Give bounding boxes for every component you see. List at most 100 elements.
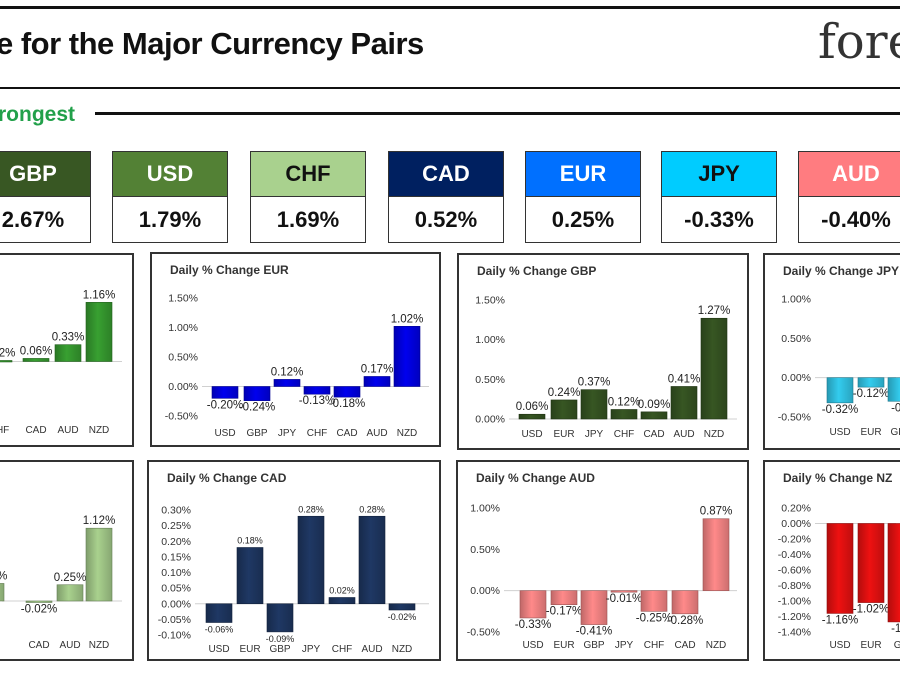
y-tick-label: -0.10%: [158, 630, 191, 642]
bar-cad: [25, 600, 53, 603]
bar-chf: [328, 597, 356, 605]
y-tick-label: -0.50%: [467, 627, 500, 639]
category-label: CAD: [674, 640, 695, 651]
bar-nzd: [700, 317, 728, 420]
bar-gbp: [266, 603, 294, 633]
data-label: -0.28%: [667, 615, 703, 627]
category-label: USD: [214, 428, 235, 439]
data-label: 0.18%: [237, 536, 263, 546]
data-label: 1.16%: [83, 289, 116, 301]
category-label: GBP: [890, 427, 900, 438]
category-label: AUD: [366, 428, 387, 439]
chart-plot: 1.50% 1.00% 0.50% 0.00% 0.06% USD 0.24% EUR 0.37…: [475, 295, 737, 440]
y-tick-label: 0.25%: [161, 520, 191, 532]
top-rule: [0, 6, 900, 9]
chart-panel-1: 0.02% CHF 0.06% CAD 0.33% AUD 1.16% NZD: [0, 253, 134, 447]
chart-title: Daily % Change CAD: [167, 471, 287, 485]
rank-currency: GBP: [0, 152, 90, 196]
strongest-label: rongest: [0, 103, 76, 126]
bar-aud: [56, 584, 84, 602]
data-label: -0.25%: [636, 612, 672, 624]
category-label: GBP: [269, 644, 290, 655]
category-label: AUD: [361, 644, 382, 655]
category-label: EUR: [239, 644, 260, 655]
y-tick-label: 0.00%: [168, 381, 198, 393]
chart-panel-gbp: Daily % Change GBP 1.50% 1.00% 0.50% 0.00% 0.…: [457, 253, 749, 450]
data-label: -0.17%: [546, 606, 582, 618]
data-label: 0.33%: [52, 332, 85, 344]
chart-plot: 0.02% CHF 0.06% CAD 0.33% AUD 1.16% NZD: [0, 289, 122, 436]
bar-usd: [826, 377, 854, 404]
y-tick-label: 1.00%: [470, 503, 500, 515]
chart-title: Daily % Change JPY: [783, 264, 900, 278]
category-label: NZD: [89, 425, 110, 436]
bar-usd: [519, 590, 547, 619]
rank-change: 0.52%: [389, 196, 503, 243]
bar-cad: [333, 386, 361, 398]
y-tick-label: -0.60%: [778, 565, 811, 577]
category-label: AUD: [59, 640, 80, 651]
y-tick-label: 0.05%: [161, 583, 191, 595]
bar-gbp: [243, 386, 271, 401]
data-label: 0.25%: [54, 572, 87, 584]
bar-usd: [518, 413, 546, 420]
data-label: -0.02%: [21, 604, 57, 616]
data-label: -0.41%: [576, 626, 612, 638]
brand-logo: fore: [818, 14, 900, 70]
y-tick-label: -0.80%: [778, 580, 811, 592]
bar-usd: [211, 386, 239, 399]
rank-tile-jpy: JPY -0.33%: [661, 151, 777, 243]
bar-nzd: [85, 527, 113, 602]
y-tick-label: 0.50%: [781, 333, 811, 345]
bar-chf: [640, 590, 668, 612]
bar-aud: [363, 376, 391, 387]
data-label: -0.02%: [388, 612, 417, 622]
data-label: 0.28%: [359, 504, 385, 514]
bar-nzd: [702, 518, 730, 591]
category-label: CHF: [644, 640, 665, 651]
rank-currency: CAD: [389, 152, 503, 196]
y-tick-label: 1.50%: [168, 293, 198, 305]
rank-change: -0.33%: [662, 196, 776, 243]
data-label: 0.12%: [608, 396, 641, 408]
category-label: EUR: [553, 429, 574, 440]
bar-eur: [550, 399, 578, 420]
data-label: -0.13%: [299, 395, 335, 407]
data-label: 0.06%: [516, 401, 549, 413]
data-label: -1.16%: [822, 614, 858, 626]
bar-chf: [303, 386, 331, 395]
rank-currency: CHF: [251, 152, 365, 196]
chart-panel-jpy: Daily % Change JPY 1.00% 0.50% 0.00% -0.50% -…: [763, 253, 900, 450]
y-tick-label: 1.00%: [168, 322, 198, 334]
y-tick-label: 0.20%: [781, 503, 811, 515]
y-tick-label: 0.00%: [161, 598, 191, 610]
y-tick-label: -1.40%: [778, 627, 811, 639]
y-tick-label: 0.00%: [475, 414, 505, 426]
rank-tile-eur: EUR 0.25%: [525, 151, 641, 243]
category-label: USD: [521, 429, 542, 440]
rank-change: 1.79%: [113, 196, 227, 243]
bar-nzd: [388, 603, 416, 611]
category-label: CHF: [307, 428, 328, 439]
category-label: NZD: [706, 640, 727, 651]
chart-panel-aud: Daily % Change AUD 1.00% 0.50% 0.00% -0.50% -…: [456, 460, 749, 661]
header-divider: [0, 87, 900, 89]
bar-chf: [0, 360, 13, 363]
y-tick-label: 0.50%: [470, 544, 500, 556]
bar-usd: [205, 603, 233, 623]
bar-aud: [670, 386, 698, 420]
y-tick-label: 0.10%: [161, 567, 191, 579]
data-label: 0.12%: [271, 366, 304, 378]
chart-title: Daily % Change EUR: [170, 263, 289, 277]
category-label: JPY: [278, 428, 297, 439]
data-label: -0.24%: [239, 402, 275, 414]
data-label: -0.33%: [515, 619, 551, 631]
category-label: JPY: [615, 640, 634, 651]
category-label: AUD: [57, 425, 78, 436]
chart-title: Daily % Change GBP: [477, 264, 597, 278]
category-label: AUD: [673, 429, 694, 440]
bar-cad: [22, 358, 50, 362]
bar-eur: [857, 523, 885, 603]
rank-tile-usd: USD 1.79%: [112, 151, 228, 243]
